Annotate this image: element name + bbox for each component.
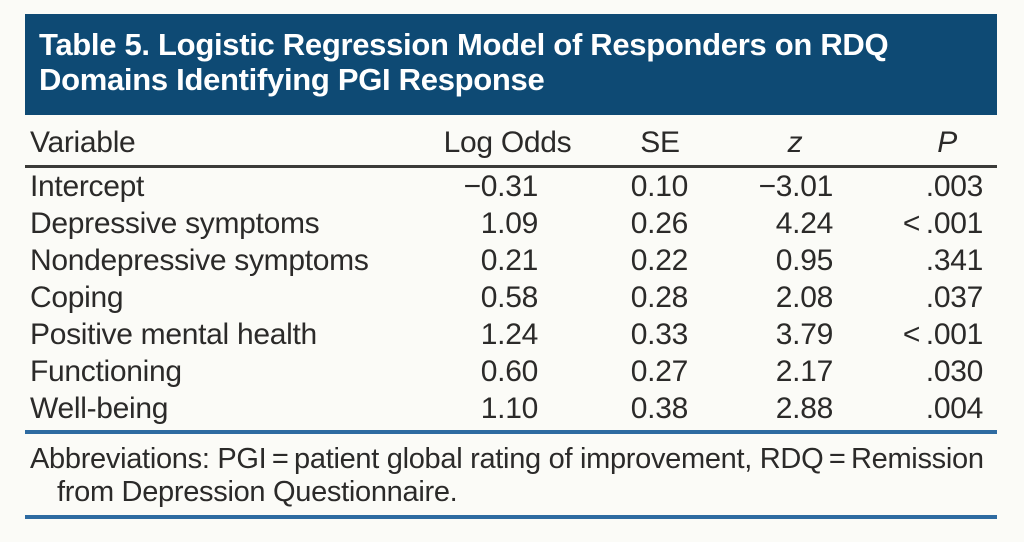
abbreviations-note-line-2: from Depression Questionnaire. — [57, 476, 458, 508]
cell-variable: Depressive symptoms — [30, 206, 320, 240]
cell-z: 0.95 — [775, 243, 834, 277]
cell-se: 0.27 — [630, 354, 689, 388]
cell-p: .004 — [925, 391, 984, 425]
cell-variable: Well-being — [30, 391, 169, 425]
table-row: Positive mental health 1.24 0.33 3.79 < … — [25, 316, 997, 353]
cell-variable: Intercept — [30, 169, 145, 203]
cell-log-odds: 0.58 — [480, 280, 539, 314]
cell-z: 2.08 — [775, 280, 834, 314]
cell-z: 2.88 — [775, 391, 834, 425]
cell-p: .003 — [925, 169, 984, 203]
divider-rule-top — [25, 430, 997, 434]
table-header-row: Variable Log Odds SE z P — [25, 120, 997, 168]
table-row: Functioning 0.60 0.27 2.17 .030 — [25, 353, 997, 390]
cell-p: .037 — [925, 280, 984, 314]
cell-p: < .001 — [902, 206, 983, 240]
abbreviations-note-line-1: Abbreviations: PGI = patient global rati… — [30, 443, 984, 475]
cell-log-odds: 1.09 — [480, 206, 539, 240]
cell-z: 2.17 — [775, 354, 834, 388]
cell-se: 0.26 — [630, 206, 689, 240]
cell-z: 3.79 — [775, 317, 834, 351]
table-title-line-1: Table 5. Logistic Regression Model of Re… — [39, 27, 889, 62]
cell-se: 0.33 — [630, 317, 689, 351]
cell-log-odds: 1.24 — [480, 317, 539, 351]
cell-se: 0.38 — [630, 391, 689, 425]
table-row: Coping 0.58 0.28 2.08 .037 — [25, 279, 997, 316]
regression-table: Variable Log Odds SE z P Intercept −0.31… — [25, 120, 997, 427]
table-title-banner: Table 5. Logistic Regression Model of Re… — [25, 14, 997, 115]
col-header-z: z — [745, 120, 845, 168]
cell-p: < .001 — [902, 317, 983, 351]
cell-variable: Coping — [30, 280, 124, 314]
col-header-log-odds: Log Odds — [440, 120, 575, 168]
cell-se: 0.22 — [630, 243, 689, 277]
table-title-line-2: Domains Identifying PGI Response — [39, 62, 545, 97]
cell-variable: Positive mental health — [30, 317, 317, 351]
cell-log-odds: 0.21 — [480, 243, 539, 277]
col-header-se: SE — [575, 120, 745, 168]
cell-z: 4.24 — [775, 206, 834, 240]
cell-p: .341 — [925, 243, 984, 277]
cell-log-odds: 0.60 — [480, 354, 539, 388]
cell-variable: Nondepressive symptoms — [30, 243, 369, 277]
cell-log-odds: −0.31 — [463, 169, 539, 203]
col-header-p: P — [845, 120, 997, 168]
table-row: Nondepressive symptoms 0.21 0.22 0.95 .3… — [25, 242, 997, 279]
cell-se: 0.10 — [630, 169, 689, 203]
table-row: Depressive symptoms 1.09 0.26 4.24 < .00… — [25, 205, 997, 242]
cell-z: −3.01 — [758, 169, 834, 203]
cell-se: 0.28 — [630, 280, 689, 314]
abbreviations-note: Abbreviations: PGI = patient global rati… — [30, 443, 995, 509]
cell-log-odds: 1.10 — [480, 391, 539, 425]
cell-p: .030 — [925, 354, 984, 388]
table-row: Intercept −0.31 0.10 −3.01 .003 — [25, 166, 997, 205]
col-header-variable: Variable — [25, 120, 440, 168]
table-row: Well-being 1.10 0.38 2.88 .004 — [25, 390, 997, 427]
cell-variable: Functioning — [30, 354, 182, 388]
divider-rule-bottom — [25, 515, 997, 519]
